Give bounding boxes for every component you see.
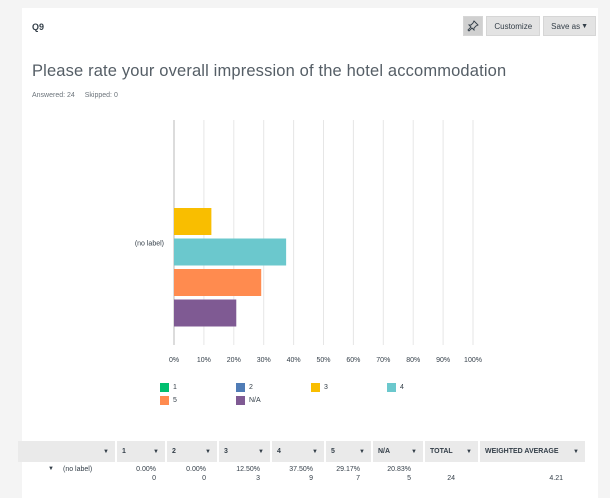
expand-row-icon[interactable]: ▼ <box>48 466 54 472</box>
bar-3[interactable] <box>174 208 212 235</box>
legend-swatch <box>387 383 396 392</box>
dropdown-icon: ▼ <box>103 448 109 455</box>
header-col-total[interactable]: TOTAL ▼ <box>423 441 478 462</box>
legend-swatch <box>236 396 245 405</box>
pin-button[interactable] <box>463 16 484 36</box>
legend-label: 4 <box>400 384 404 391</box>
category-label: (no label) <box>135 240 164 247</box>
bar-5[interactable] <box>174 269 262 296</box>
save-as-button[interactable]: Save as ▼ <box>543 16 596 36</box>
cell-na: 20.83% 5 <box>387 466 411 482</box>
x-tick-label: 90% <box>436 357 450 364</box>
legend-swatch <box>311 383 320 392</box>
dropdown-icon: ▼ <box>359 448 365 455</box>
legend-item[interactable]: N/A <box>236 396 261 405</box>
legend-item[interactable]: 5 <box>160 396 177 405</box>
cell-5: 29.17% 7 <box>336 466 360 482</box>
x-tick-label: 30% <box>257 357 271 364</box>
row-label: (no label) <box>63 466 93 473</box>
legend-item[interactable]: 3 <box>311 383 328 392</box>
dropdown-icon: ▼ <box>573 448 579 455</box>
cell-3: 12.50% 3 <box>236 466 260 482</box>
legend-swatch <box>160 396 169 405</box>
legend-label: 3 <box>324 384 328 391</box>
legend-label: 1 <box>173 384 177 391</box>
cell-2: 0.00% 0 <box>186 466 206 482</box>
question-title: Please rate your overall impression of t… <box>32 62 507 80</box>
cell-total: 24 <box>447 475 455 482</box>
pin-icon <box>467 20 480 32</box>
table-row: ▼ (no label) 0.00% 0 0.00% 0 12.50% 3 37.50… <box>18 462 585 484</box>
header-col-2[interactable]: 2 ▼ <box>165 441 217 462</box>
legend-item[interactable]: 4 <box>387 383 404 392</box>
legend-item[interactable]: 1 <box>160 383 177 392</box>
header-col-weighted-average[interactable]: WEIGHTED AVERAGE ▼ <box>478 441 585 462</box>
x-tick-label: 60% <box>346 357 360 364</box>
x-tick-label: 70% <box>376 357 390 364</box>
response-stats: Answered: 24 Skipped: 0 <box>32 92 118 99</box>
x-tick-label: 0% <box>169 357 179 364</box>
question-card <box>22 8 598 498</box>
answered-count: Answered: 24 <box>32 92 75 99</box>
legend-swatch <box>236 383 245 392</box>
dropdown-icon: ▼ <box>411 448 417 455</box>
header-col-3[interactable]: 3 ▼ <box>217 441 270 462</box>
cell-weighted-average: 4.21 <box>549 475 563 482</box>
table-header: ▼ 1 ▼ 2 ▼ 3 ▼ 4 ▼ 5 ▼ N/A ▼ TOTAL ▼ WEIGHTED AV… <box>18 441 585 462</box>
bar-N/A[interactable] <box>174 299 237 327</box>
legend-label: 5 <box>173 397 177 404</box>
dropdown-icon: ▼ <box>153 448 159 455</box>
dropdown-icon: ▼ <box>205 448 211 455</box>
header-label-column[interactable]: ▼ <box>18 441 115 462</box>
question-toolbar: Customize Save as ▼ <box>463 16 596 36</box>
cell-1: 0.00% 0 <box>136 466 156 482</box>
header-col-na[interactable]: N/A ▼ <box>371 441 423 462</box>
dropdown-icon: ▼ <box>466 448 472 455</box>
legend-swatch <box>160 383 169 392</box>
question-number: Q9 <box>32 22 45 32</box>
x-tick-label: 10% <box>197 357 211 364</box>
legend-item[interactable]: 2 <box>236 383 253 392</box>
x-tick-label: 40% <box>287 357 301 364</box>
x-tick-label: 50% <box>316 357 330 364</box>
x-tick-label: 100% <box>464 357 482 364</box>
cell-4: 37.50% 9 <box>289 466 313 482</box>
dropdown-icon: ▼ <box>258 448 264 455</box>
header-col-1[interactable]: 1 ▼ <box>115 441 165 462</box>
header-col-4[interactable]: 4 ▼ <box>270 441 324 462</box>
bar-4[interactable] <box>174 238 287 266</box>
legend-label: N/A <box>249 397 261 404</box>
legend-label: 2 <box>249 384 253 391</box>
header-col-5[interactable]: 5 ▼ <box>324 441 371 462</box>
skipped-count: Skipped: 0 <box>84 92 118 99</box>
chevron-down-icon: ▼ <box>581 22 588 30</box>
x-tick-label: 20% <box>227 357 241 364</box>
dropdown-icon: ▼ <box>312 448 318 455</box>
x-tick-label: 80% <box>406 357 420 364</box>
customize-button[interactable]: Customize <box>486 16 541 36</box>
save-as-label: Save as <box>551 21 581 31</box>
